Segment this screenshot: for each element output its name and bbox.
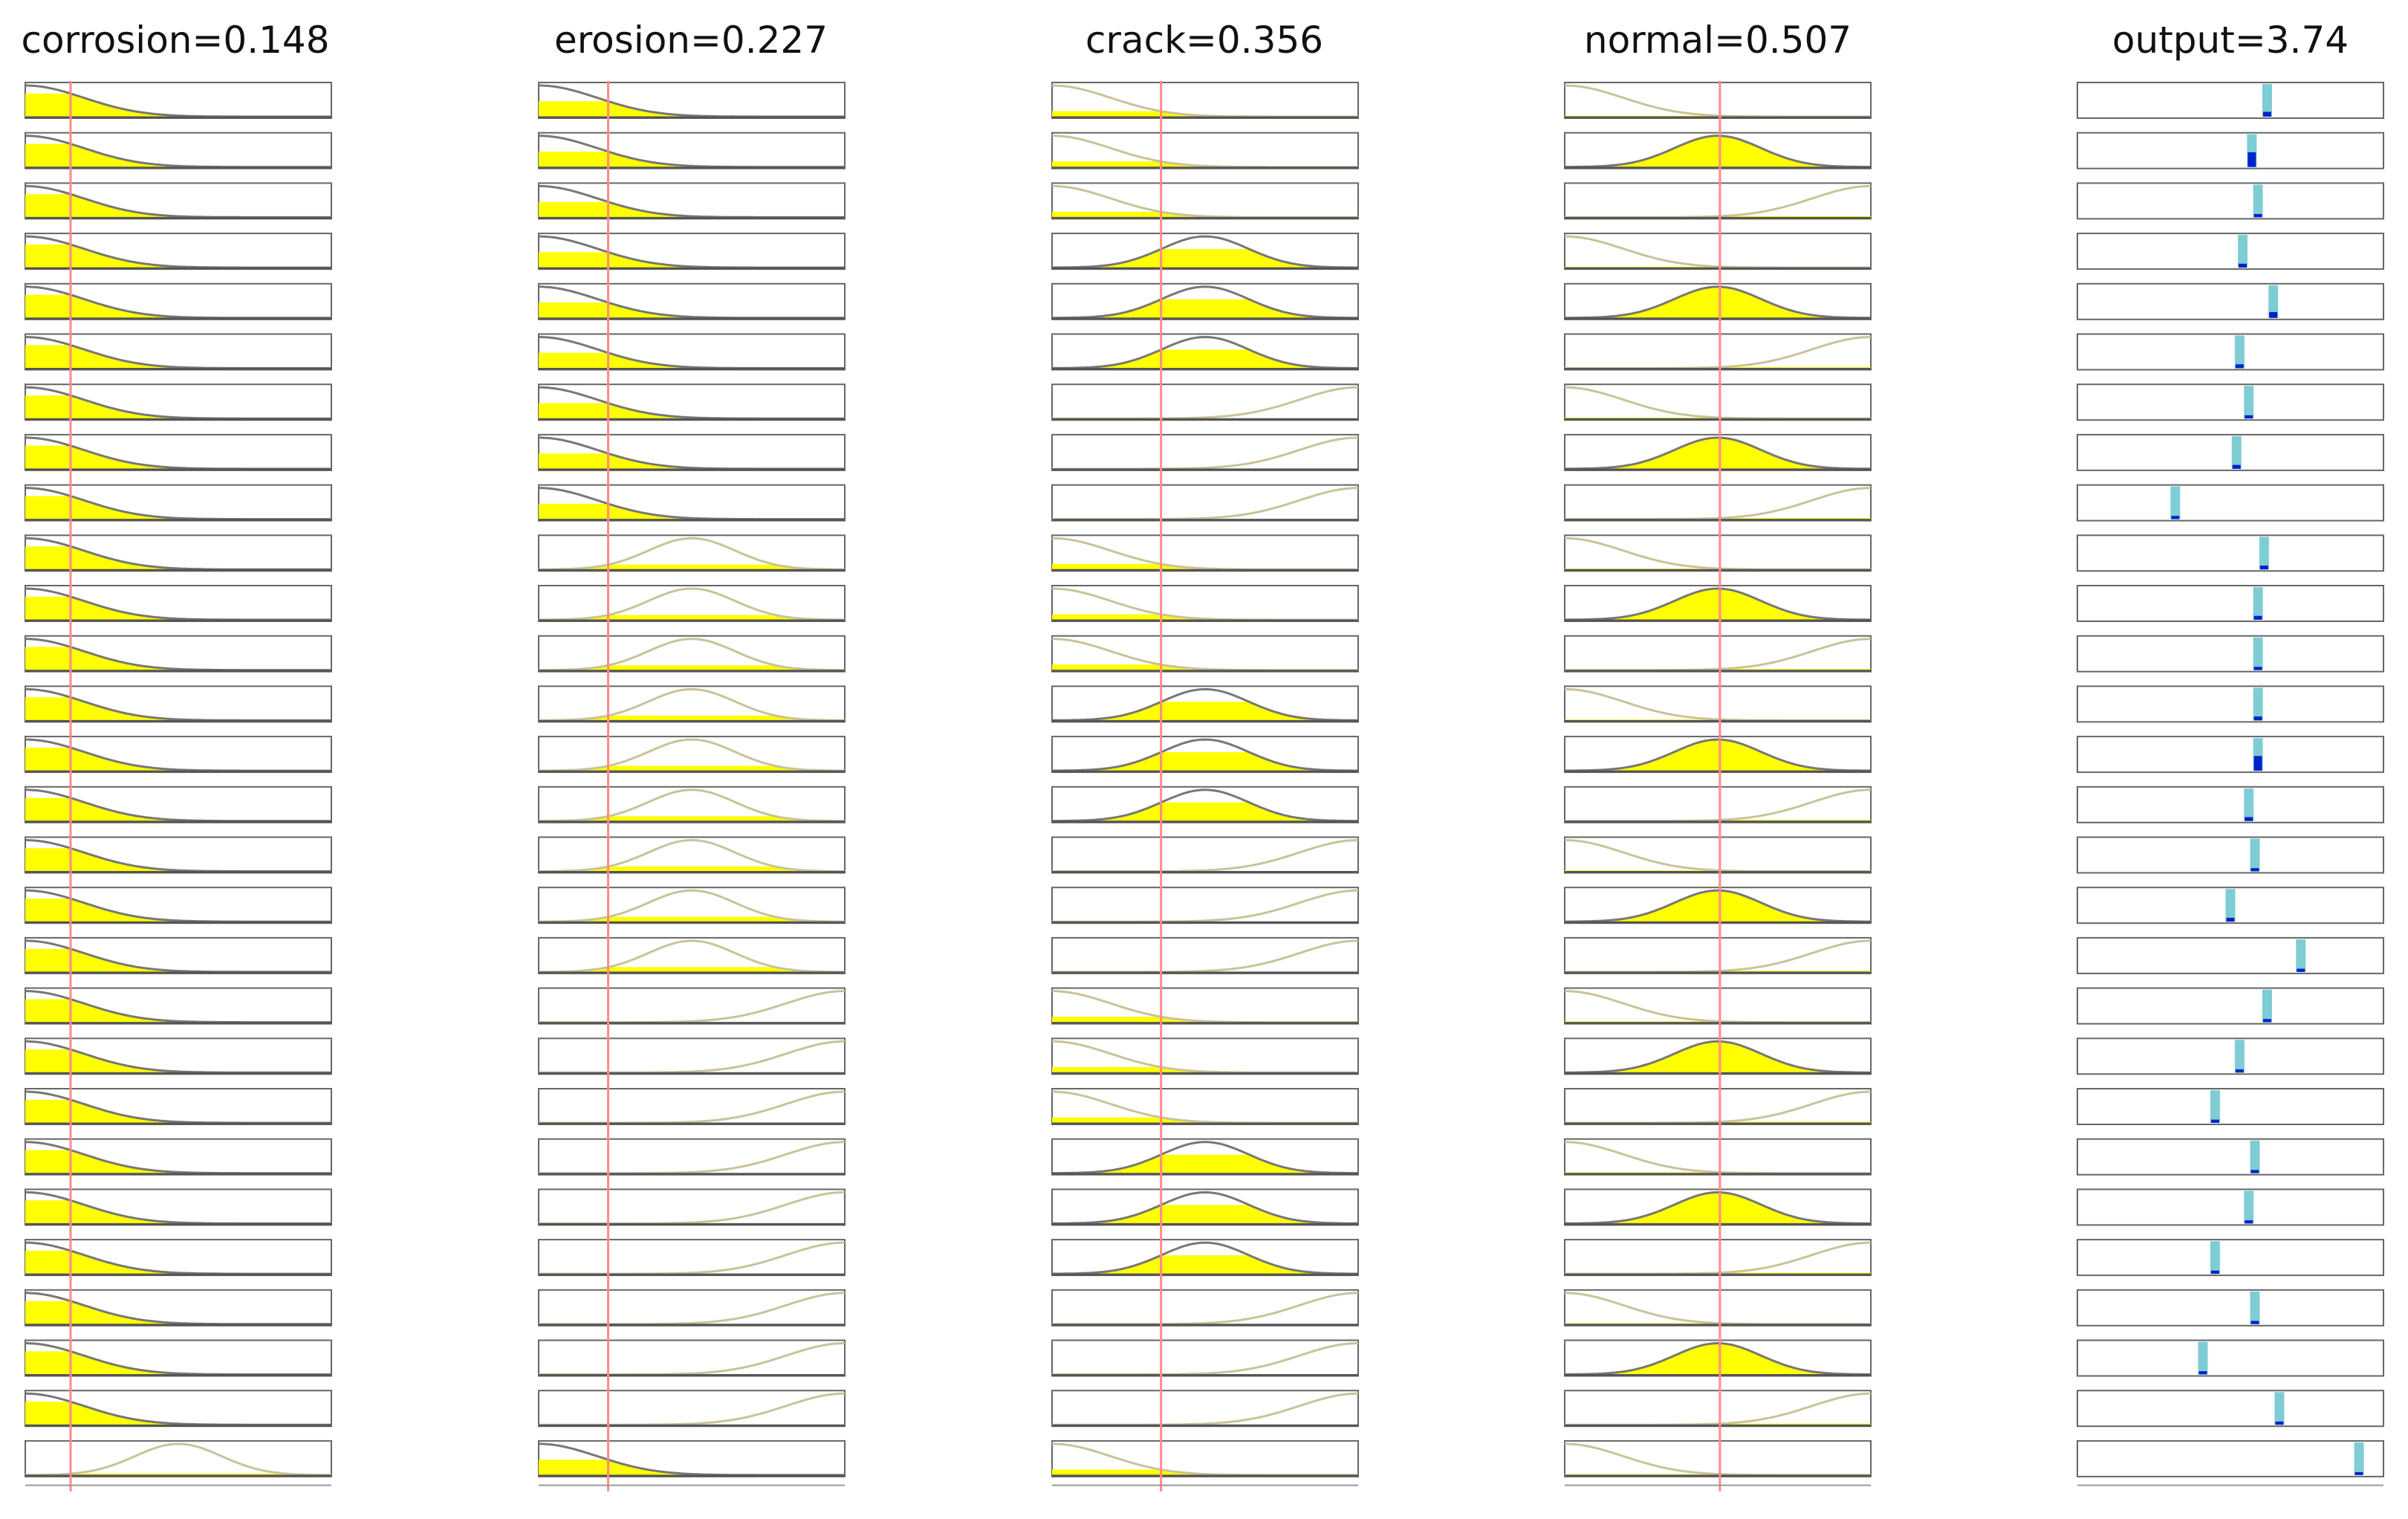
rule-row (25, 483, 2384, 536)
rule-row (25, 1439, 2384, 1492)
rule-row (25, 1188, 2384, 1240)
rule-row (25, 1238, 2384, 1291)
rule-row (25, 1137, 2384, 1190)
rule-row (25, 886, 2384, 939)
rule-row (25, 534, 2384, 586)
output-title: output=3.74 (2112, 19, 2349, 62)
corrosion-title: corrosion=0.148 (21, 19, 330, 62)
rule-row (25, 735, 2384, 788)
normal-title: normal=0.507 (1583, 19, 1852, 62)
rule-row (25, 684, 2384, 737)
rule-row (25, 383, 2384, 435)
rule-row (25, 1389, 2384, 1442)
rule-row (25, 232, 2384, 285)
rule-row (25, 181, 2384, 234)
rule-row (25, 1338, 2384, 1391)
rule-row (25, 282, 2384, 334)
rule-row (25, 785, 2384, 838)
rule-row (25, 332, 2384, 385)
rule-row (25, 131, 2384, 184)
rule-row (25, 835, 2384, 888)
rule-row (25, 1288, 2384, 1341)
rule-row (25, 584, 2384, 636)
rule-row (25, 936, 2384, 988)
rule-row (25, 1037, 2384, 1089)
rule-row (25, 1087, 2384, 1139)
erosion-title: erosion=0.227 (554, 19, 828, 62)
rule-row (25, 634, 2384, 687)
rule-row (25, 986, 2384, 1039)
crack-title: crack=0.356 (1085, 19, 1324, 62)
rule-row (25, 81, 2384, 133)
rule-row (25, 433, 2384, 485)
